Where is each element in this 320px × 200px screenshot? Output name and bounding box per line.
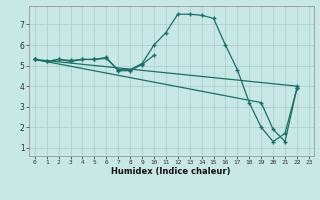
- X-axis label: Humidex (Indice chaleur): Humidex (Indice chaleur): [111, 167, 231, 176]
